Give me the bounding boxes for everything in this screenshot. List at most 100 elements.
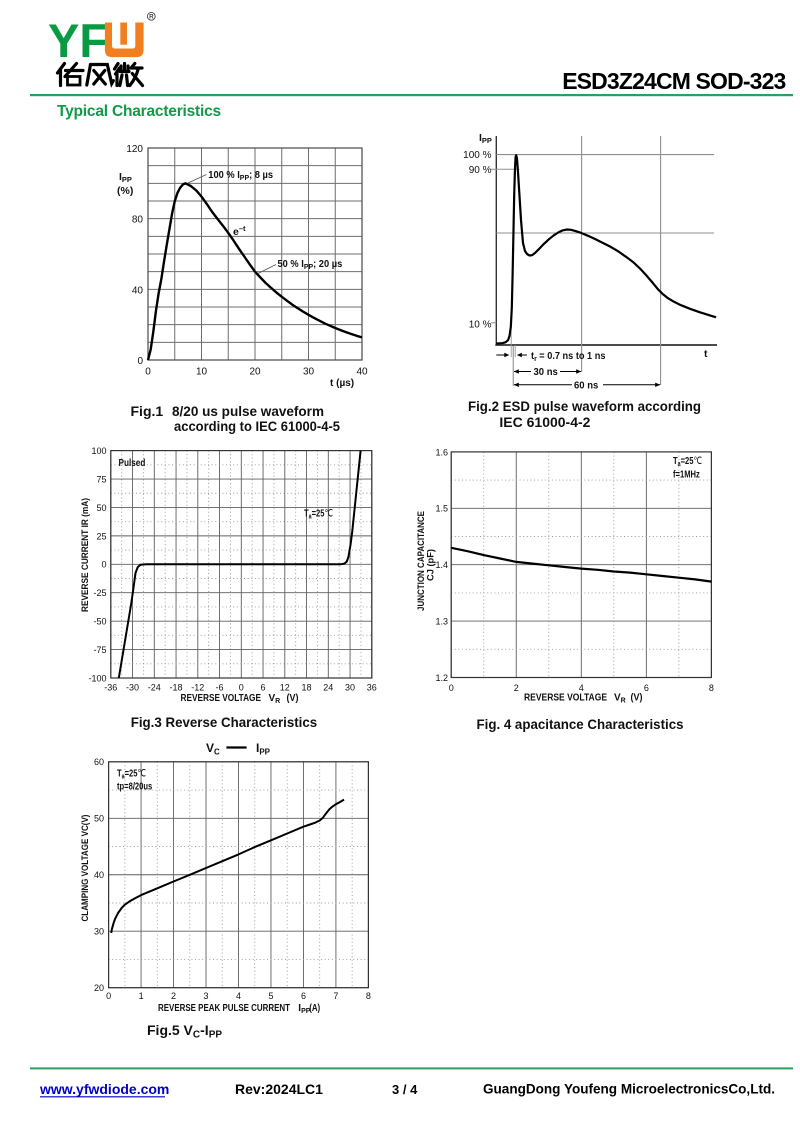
- svg-text:VR: VR: [614, 693, 626, 705]
- svg-text:20: 20: [94, 983, 104, 993]
- svg-text:2: 2: [171, 991, 176, 1001]
- svg-text:4: 4: [236, 991, 241, 1001]
- svg-text:0: 0: [239, 683, 244, 693]
- svg-text:6: 6: [644, 683, 649, 693]
- svg-text:3 / 4: 3 / 4: [392, 1082, 418, 1097]
- svg-text:10 %: 10 %: [469, 320, 492, 331]
- svg-text:VC: VC: [206, 741, 220, 757]
- svg-text:8: 8: [366, 991, 371, 1001]
- svg-text:100 % IPP; 8 µs: 100 % IPP; 8 µs: [208, 170, 273, 182]
- svg-text:50 % IPP; 20 µs: 50 % IPP; 20 µs: [278, 259, 343, 271]
- svg-text:t: t: [704, 348, 708, 360]
- svg-text:36: 36: [367, 683, 377, 693]
- svg-text:-36: -36: [104, 683, 117, 693]
- svg-text:100: 100: [91, 446, 106, 456]
- svg-text:-100: -100: [88, 673, 106, 683]
- svg-text:ESD3Z24CM SOD-323: ESD3Z24CM SOD-323: [562, 68, 785, 94]
- svg-text:JUNCTION CAPACITANCE: JUNCTION CAPACITANCE: [416, 511, 426, 611]
- svg-text:REVERSE VOLTAGE: REVERSE VOLTAGE: [181, 693, 262, 704]
- svg-text:120: 120: [126, 144, 143, 155]
- svg-text:1.2: 1.2: [435, 673, 448, 683]
- svg-text:5: 5: [268, 991, 273, 1001]
- svg-text:24: 24: [323, 683, 333, 693]
- svg-text:6: 6: [301, 991, 306, 1001]
- svg-text:30: 30: [345, 683, 355, 693]
- svg-text:50: 50: [96, 503, 106, 513]
- svg-text:30: 30: [303, 367, 315, 378]
- svg-text:Ta=25℃: Ta=25℃: [117, 767, 146, 780]
- svg-text:Fig.3 Reverse Characteristics: Fig.3 Reverse Characteristics: [131, 714, 318, 730]
- svg-text:-30: -30: [126, 683, 139, 693]
- svg-text:40: 40: [132, 285, 144, 296]
- svg-text:0: 0: [449, 683, 454, 693]
- svg-text:20: 20: [249, 367, 261, 378]
- svg-text:0: 0: [137, 356, 143, 367]
- svg-text:Ta=25℃: Ta=25℃: [304, 507, 333, 520]
- svg-text:Ta=25℃: Ta=25℃: [673, 455, 702, 468]
- svg-text:Rev:2024LC1: Rev:2024LC1: [235, 1081, 323, 1097]
- svg-text:75: 75: [96, 474, 106, 484]
- svg-text:tr = 0.7 ns to 1 ns: tr = 0.7 ns to 1 ns: [531, 351, 605, 363]
- svg-text:60: 60: [94, 757, 104, 767]
- svg-text:www.yfwdiode.com: www.yfwdiode.com: [39, 1081, 169, 1097]
- svg-text:(V): (V): [631, 693, 643, 704]
- svg-text:according to IEC 61000-4-5: according to IEC 61000-4-5: [174, 418, 340, 434]
- svg-text:40: 40: [356, 367, 368, 378]
- svg-text:Typical Characteristics: Typical Characteristics: [57, 103, 221, 120]
- svg-text:R: R: [149, 14, 154, 21]
- svg-text:1.6: 1.6: [435, 447, 448, 457]
- svg-text:30: 30: [94, 927, 104, 937]
- svg-text:50: 50: [94, 814, 104, 824]
- svg-text:REVERSE PEAK PULSE CURRENT: REVERSE PEAK PULSE CURRENT: [158, 1003, 290, 1014]
- svg-text:REVERSE VOLTAGE: REVERSE VOLTAGE: [524, 693, 607, 704]
- svg-text:(V): (V): [287, 693, 299, 704]
- svg-text:100 %: 100 %: [463, 150, 491, 161]
- svg-text:-6: -6: [216, 683, 224, 693]
- svg-text:GuangDong Youfeng Microelectro: GuangDong Youfeng MicroelectronicsCo,Ltd…: [483, 1081, 775, 1097]
- svg-text:10: 10: [196, 367, 208, 378]
- svg-text:30 ns: 30 ns: [534, 367, 559, 378]
- svg-text:-24: -24: [148, 683, 161, 693]
- svg-text:-12: -12: [191, 683, 204, 693]
- svg-text:90 %: 90 %: [469, 165, 492, 176]
- svg-text:-25: -25: [93, 588, 106, 598]
- svg-text:f=1MHz: f=1MHz: [673, 468, 700, 479]
- svg-text:IPP: IPP: [479, 132, 492, 145]
- svg-text:8: 8: [709, 683, 714, 693]
- svg-text:Fig.2 ESD pulse waveform accor: Fig.2 ESD pulse waveform according: [468, 398, 701, 414]
- svg-text:VR: VR: [269, 693, 281, 705]
- svg-text:0: 0: [145, 367, 151, 378]
- svg-text:-50: -50: [93, 617, 106, 627]
- svg-text:1.4: 1.4: [435, 560, 448, 570]
- svg-text:Fig.5 VC-IPP: Fig.5 VC-IPP: [147, 1022, 222, 1041]
- svg-text:3: 3: [204, 991, 209, 1001]
- svg-text:80: 80: [132, 215, 144, 226]
- svg-text:1: 1: [139, 991, 144, 1001]
- svg-text:IPP: IPP: [119, 171, 132, 184]
- svg-text:Fig. 4 apacitance Characterist: Fig. 4 apacitance Characteristics: [477, 716, 684, 732]
- svg-text:Fig.1: Fig.1: [131, 403, 164, 419]
- svg-text:IEC 61000-4-2: IEC 61000-4-2: [499, 414, 590, 430]
- svg-text:2: 2: [514, 683, 519, 693]
- svg-text:CLAMPING VOLTAGE VC(V): CLAMPING VOLTAGE VC(V): [80, 815, 90, 922]
- svg-text:Pulsed: Pulsed: [119, 457, 146, 468]
- svg-text:IPP: IPP: [256, 741, 271, 757]
- svg-text:CJ (pF): CJ (pF): [426, 549, 436, 581]
- svg-text:7: 7: [333, 991, 338, 1001]
- svg-text:1.3: 1.3: [435, 617, 448, 627]
- svg-text:0: 0: [106, 991, 111, 1001]
- svg-text:60 ns: 60 ns: [574, 380, 599, 391]
- svg-text:6: 6: [261, 683, 266, 693]
- svg-text:(A): (A): [309, 1003, 320, 1014]
- svg-text:4: 4: [579, 683, 584, 693]
- svg-text:0: 0: [101, 560, 106, 570]
- svg-text:-18: -18: [170, 683, 183, 693]
- svg-text:1.5: 1.5: [435, 504, 448, 514]
- svg-text:25: 25: [96, 531, 106, 541]
- svg-text:(%): (%): [117, 185, 133, 197]
- svg-text:REVERSE CURRENT IR (mA): REVERSE CURRENT IR (mA): [80, 498, 90, 612]
- svg-text:-75: -75: [93, 645, 106, 655]
- svg-text:12: 12: [280, 683, 290, 693]
- svg-text:YF: YF: [48, 14, 108, 67]
- svg-text:8/20 us pulse waveform: 8/20 us pulse waveform: [172, 403, 324, 419]
